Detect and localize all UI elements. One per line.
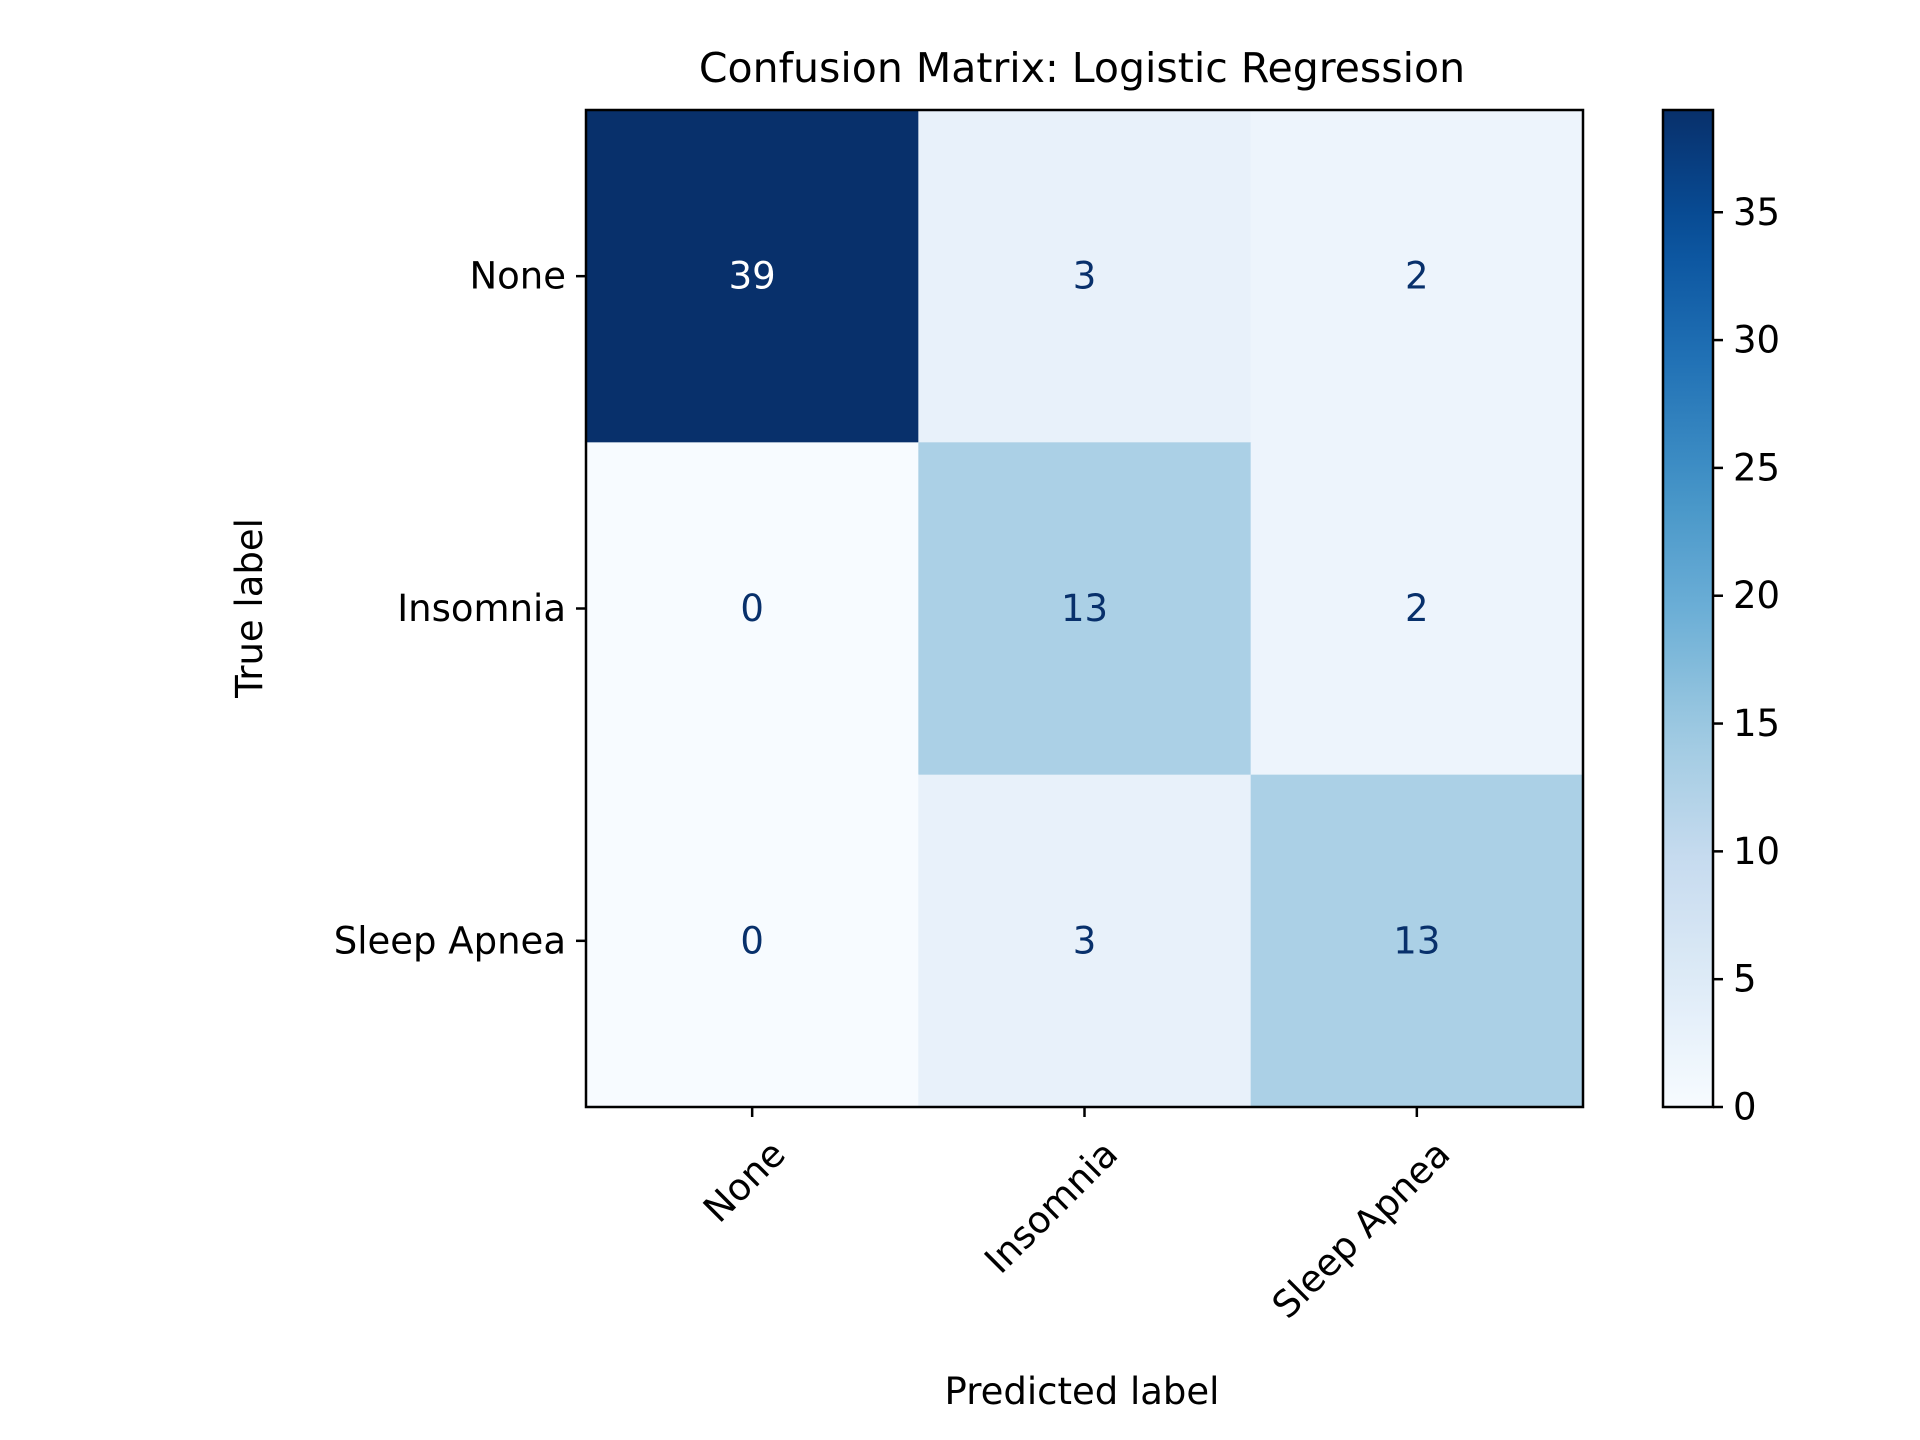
cell-value-label: 39 bbox=[729, 255, 776, 298]
heatmap-cell bbox=[918, 774, 1252, 1108]
heatmap-cell bbox=[1250, 110, 1584, 443]
colorbar-tick-label: 30 bbox=[1733, 319, 1780, 362]
heatmap-cell bbox=[1250, 774, 1584, 1108]
y-tick-label: None bbox=[469, 255, 566, 298]
cell-value-label: 3 bbox=[1073, 919, 1097, 962]
y-axis-ticks: None Insomnia Sleep Apnea bbox=[334, 255, 586, 962]
cell-value-label: 3 bbox=[1073, 255, 1097, 298]
cell-value-label: 0 bbox=[740, 587, 764, 630]
x-axis-label: Predicted label bbox=[945, 1370, 1220, 1413]
heatmap-cell bbox=[1250, 442, 1584, 776]
colorbar-tick-label: 15 bbox=[1733, 702, 1780, 745]
x-axis-ticks: None Insomnia Sleep Apnea bbox=[695, 1107, 1458, 1327]
cell-value-label: 2 bbox=[1405, 587, 1429, 630]
colorbar-frame bbox=[1661, 108, 1715, 1109]
heatmap-cell bbox=[586, 774, 919, 1108]
heatmap-cell bbox=[586, 110, 919, 443]
colorbar-tick-label: 25 bbox=[1733, 446, 1780, 489]
y-tick-label: Insomnia bbox=[397, 587, 566, 630]
x-tick-label: Insomnia bbox=[976, 1132, 1126, 1282]
cell-value-label: 13 bbox=[1393, 919, 1440, 962]
colorbar-tick-label: 5 bbox=[1733, 958, 1757, 1001]
colorbar-ticks: 0 5 10 15 20 25 30 35 bbox=[1713, 191, 1780, 1129]
colorbar-tick-label: 20 bbox=[1733, 574, 1780, 617]
colorbar-tick-label: 0 bbox=[1733, 1086, 1757, 1129]
cell-value-label: 0 bbox=[740, 919, 764, 962]
chart-title: Confusion Matrix: Logistic Regression bbox=[699, 44, 1465, 92]
colorbar-tick-label: 10 bbox=[1733, 830, 1780, 873]
cell-value-label: 13 bbox=[1061, 587, 1108, 630]
y-axis-label: True label bbox=[228, 518, 271, 699]
heatmap-cell-labels: 39 3 2 0 13 2 0 3 13 bbox=[729, 255, 1441, 963]
heatmap-cells bbox=[586, 110, 1584, 1108]
heatmap-cell bbox=[918, 442, 1252, 776]
colorbar bbox=[1663, 110, 1713, 1107]
y-tick-label: Sleep Apnea bbox=[334, 919, 566, 962]
colorbar-tick-label: 35 bbox=[1733, 191, 1780, 234]
x-tick-label: Sleep Apnea bbox=[1264, 1132, 1459, 1327]
x-tick-label: None bbox=[695, 1132, 794, 1231]
heatmap-cell bbox=[586, 442, 919, 776]
cell-value-label: 2 bbox=[1405, 255, 1429, 298]
heatmap-cell bbox=[918, 110, 1252, 443]
